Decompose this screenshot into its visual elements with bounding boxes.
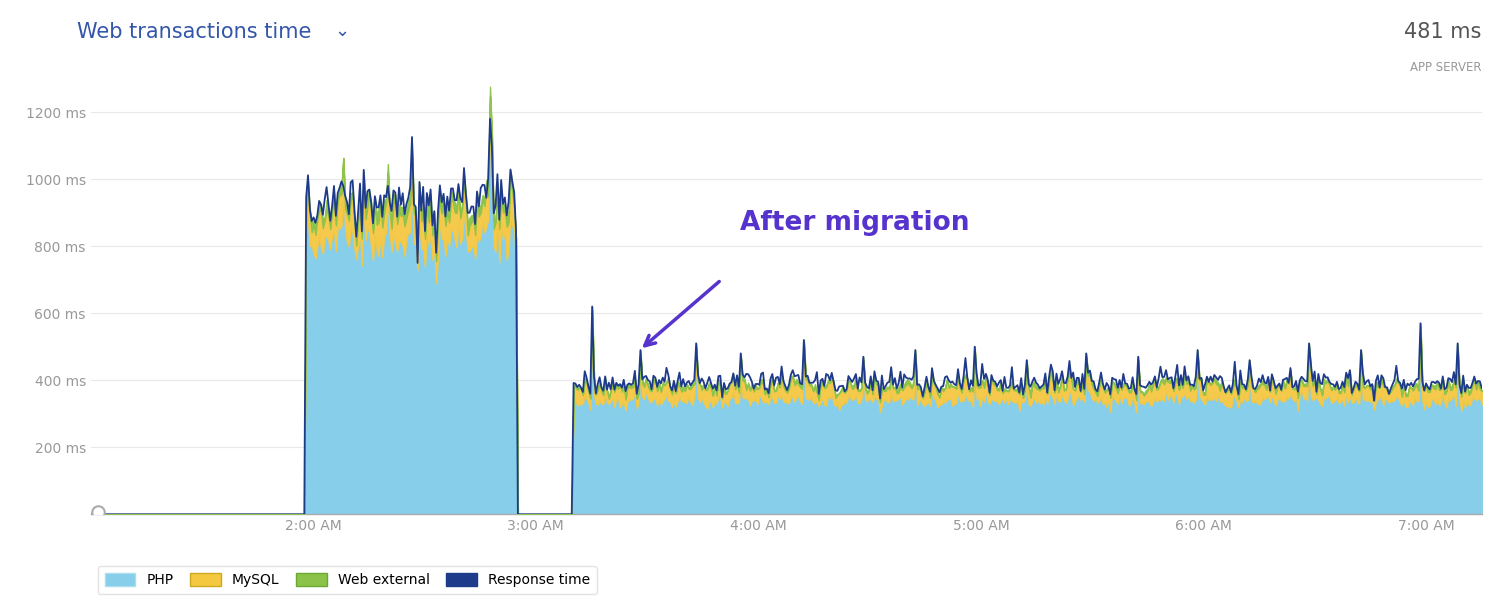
Text: Web transactions time: Web transactions time — [77, 22, 311, 42]
Text: APP SERVER: APP SERVER — [1411, 61, 1482, 74]
Text: 481 ms: 481 ms — [1405, 22, 1482, 42]
Text: After migration: After migration — [739, 210, 969, 236]
Text: ⌄: ⌄ — [334, 22, 349, 40]
Legend: PHP, MySQL, Web external, Response time: PHP, MySQL, Web external, Response time — [98, 566, 597, 595]
